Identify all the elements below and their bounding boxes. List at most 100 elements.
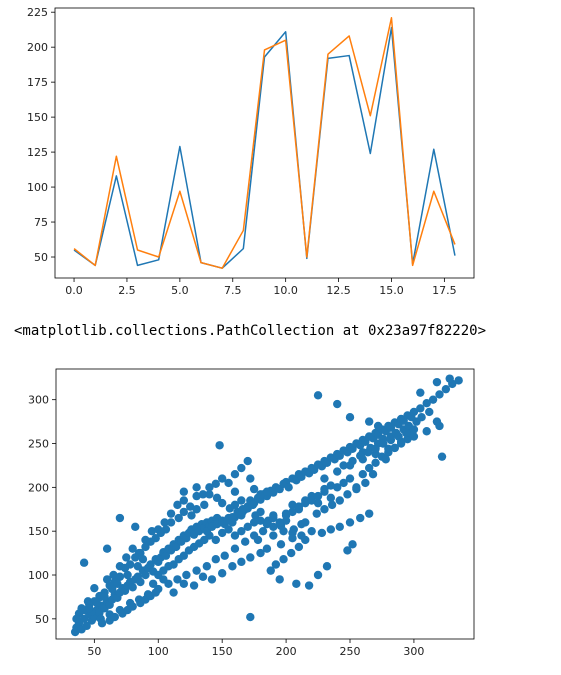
line-chart-xtick-label: 2.5: [118, 284, 136, 297]
scatter-chart-frame: [55, 368, 475, 640]
scatter-point: [72, 614, 81, 624]
scatter-point: [215, 441, 224, 450]
line-chart-xtick-label: 17.5: [432, 284, 457, 297]
scatter-point: [356, 513, 365, 523]
scatter-point: [281, 511, 291, 520]
scatter-point: [179, 551, 189, 560]
scatter-point: [123, 570, 132, 580]
scatter-point: [307, 526, 316, 536]
scatter-point: [200, 500, 209, 510]
scatter-point: [402, 428, 411, 438]
scatter-point: [292, 579, 301, 588]
scatter-point: [269, 522, 278, 531]
scatter-point: [113, 579, 122, 588]
scatter-point: [136, 577, 145, 587]
scatter-point: [262, 519, 272, 529]
scatter-point: [243, 522, 252, 531]
scatter-point: [249, 518, 259, 527]
scatter-point: [115, 513, 125, 523]
scatter-chart: 50 100 150 200 250 300 50 100 150 200 250 300: [28, 368, 475, 658]
scatter-point: [198, 572, 208, 581]
scatter-point: [85, 604, 94, 613]
scatter-chart-xtick-label: 200: [276, 645, 297, 658]
scatter-point: [301, 535, 310, 545]
scatter-point: [166, 509, 176, 518]
line-chart-frame: [54, 7, 475, 279]
scatter-point: [432, 417, 442, 426]
scatter-point: [313, 491, 323, 501]
scatter-point: [128, 602, 137, 611]
scatter-point: [348, 456, 357, 466]
scatter-point: [200, 535, 209, 545]
scatter-point: [169, 560, 178, 569]
scatter-point: [256, 490, 265, 499]
line-chart-ytick-label: 50: [34, 251, 48, 264]
scatter-point: [333, 467, 342, 476]
scatter-point: [262, 487, 272, 496]
scatter-point: [160, 518, 169, 527]
scatter-point: [320, 484, 329, 494]
scatter-point: [445, 374, 454, 383]
scatter-point: [90, 583, 99, 593]
scatter-point: [187, 511, 196, 520]
scatter-point: [320, 505, 329, 514]
scatter-point: [161, 551, 171, 560]
scatter-point: [339, 461, 348, 470]
scatter-point: [422, 427, 431, 436]
scatter-point: [146, 537, 155, 546]
scatter-point: [240, 537, 250, 546]
line-chart-ytick-label: 175: [27, 76, 48, 89]
line-chart-ytick-label: 75: [34, 216, 48, 229]
scatter-point: [428, 395, 438, 404]
scatter-point: [417, 413, 426, 422]
scatter-chart-xtick-label: 50: [87, 645, 101, 658]
scatter-point: [454, 376, 463, 385]
scatter-point: [179, 496, 189, 505]
scatter-point: [237, 526, 246, 536]
scatter-point: [409, 425, 419, 434]
scatter-point: [284, 483, 293, 492]
scatter-point: [335, 522, 344, 531]
scatter-point: [258, 526, 268, 536]
scatter-point: [373, 421, 383, 431]
scatter-point: [276, 540, 286, 549]
scatter-chart-ytick-label: 50: [35, 613, 49, 626]
scatter-point: [288, 507, 297, 517]
scatter-point: [307, 496, 316, 505]
scatter-point: [435, 390, 444, 399]
scatter-point: [262, 544, 272, 553]
scatter-point: [198, 490, 208, 499]
scatter-chart-xtick-label: 100: [148, 645, 169, 658]
scatter-chart-ytick-label: 200: [28, 481, 49, 494]
scatter-point: [432, 377, 442, 387]
scatter-point: [343, 546, 352, 555]
scatter-point: [384, 444, 393, 453]
scatter-point: [339, 478, 348, 488]
line-chart-ytick-label: 225: [27, 6, 48, 19]
scatter-point: [146, 560, 155, 569]
scatter-point: [192, 491, 201, 501]
scatter-point: [217, 498, 227, 508]
line-chart-xtick-label: 5.0: [171, 284, 189, 297]
scatter-point: [211, 479, 220, 489]
scatter-point: [317, 528, 327, 538]
scatter-point: [301, 518, 310, 527]
scatter-point: [133, 562, 143, 571]
scatter-point: [212, 493, 222, 503]
scatter-point: [225, 504, 235, 513]
scatter-point: [243, 456, 252, 466]
scatter-point: [248, 500, 258, 510]
scatter-point: [192, 566, 201, 575]
scatter-point: [416, 388, 425, 397]
scatter-point: [179, 507, 189, 517]
scatter-chart-xtick-label: 150: [212, 645, 233, 658]
scatter-point: [186, 502, 195, 511]
scatter-point: [279, 555, 288, 564]
line-chart: 0.0 2.5 5.0 7.5 10.0 12.5 15.0 17.5 50 75 100 125 15…: [27, 6, 475, 297]
scatter-point: [256, 548, 265, 558]
scatter-point: [371, 444, 380, 453]
line-chart-ytick-label: 100: [27, 181, 48, 194]
scatter-point: [122, 553, 131, 562]
scatter-point: [173, 575, 182, 584]
scatter-point: [246, 553, 255, 562]
